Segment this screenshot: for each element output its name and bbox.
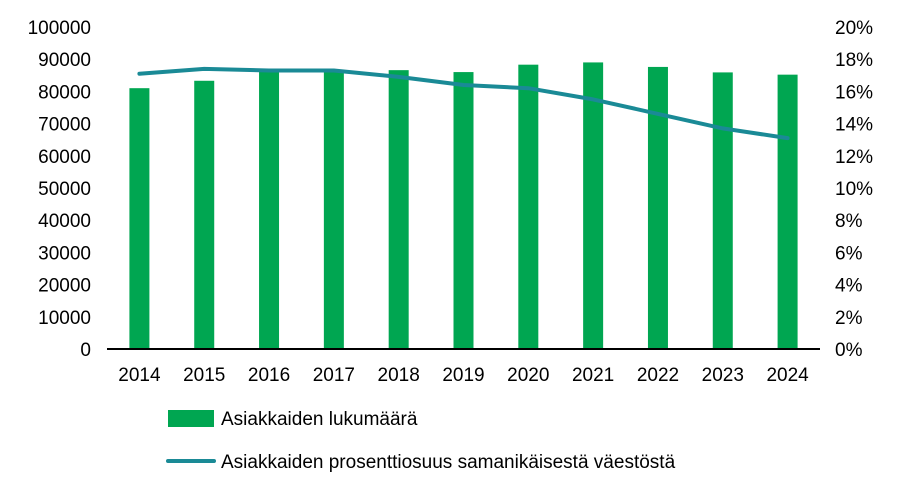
left-tick-label: 30000 — [38, 243, 91, 264]
left-tick-label: 80000 — [38, 82, 91, 103]
right-tick-label: 4% — [835, 276, 863, 297]
legend-bar-swatch — [168, 410, 214, 427]
bar-2020 — [518, 64, 539, 349]
legend: Asiakkaiden lukumäärä Asiakkaiden prosen… — [166, 409, 676, 473]
line-series-percentage — [137, 66, 790, 141]
left-tick-label: 10000 — [38, 308, 91, 329]
x-tick-label: 2021 — [572, 365, 614, 386]
x-tick-label: 2019 — [442, 365, 484, 386]
right-tick-label: 8% — [835, 211, 863, 232]
bar-2017 — [323, 69, 344, 350]
bar-2023 — [712, 72, 733, 349]
legend-bar-label: Asiakkaiden lukumäärä — [221, 409, 418, 430]
left-tick-label: 50000 — [38, 179, 91, 200]
bar-2015 — [194, 80, 215, 350]
x-tick-label: 2018 — [378, 365, 420, 386]
x-tick-label: 2022 — [637, 365, 679, 386]
right-tick-label: 6% — [835, 243, 863, 264]
right-tick-label: 16% — [835, 82, 873, 103]
left-tick-label: 70000 — [38, 115, 91, 136]
right-tick-label: 18% — [835, 50, 873, 71]
left-tick-label: 60000 — [38, 147, 91, 168]
x-tick-label: 2020 — [507, 365, 549, 386]
left-tick-label: 20000 — [38, 276, 91, 297]
right-tick-label: 10% — [835, 179, 873, 200]
bar-series-group — [129, 62, 798, 350]
right-tick-label: 14% — [835, 115, 873, 136]
left-axis-tick-labels: 0 10000 20000 30000 40000 50000 60000 70000 8000… — [28, 18, 91, 361]
x-tick-label: 2015 — [183, 365, 225, 386]
bar-2024 — [777, 74, 798, 349]
right-tick-label: 0% — [835, 340, 863, 361]
right-axis-tick-labels: 0% 2% 4% 6% 8% 10% 12% 14% 16% 18% 20% — [835, 18, 873, 361]
left-tick-label: 40000 — [38, 211, 91, 232]
bar-2018 — [388, 70, 409, 349]
right-tick-label: 2% — [835, 308, 863, 329]
x-axis-tick-labels: 2014 2015 2016 2017 2018 2019 2020 2021 2022 2023… — [118, 365, 809, 386]
x-tick-label: 2017 — [313, 365, 355, 386]
bar-2019 — [453, 72, 474, 349]
x-tick-label: 2023 — [702, 365, 744, 386]
x-tick-label: 2014 — [118, 365, 161, 386]
x-tick-label: 2016 — [248, 365, 290, 386]
right-tick-label: 12% — [835, 147, 873, 168]
left-tick-label: 100000 — [28, 18, 91, 39]
left-tick-label: 0 — [80, 340, 91, 361]
bar-2016 — [259, 69, 280, 350]
bar-2014 — [129, 88, 150, 350]
legend-line-label: Asiakkaiden prosenttiosuus samanikäisest… — [221, 452, 676, 473]
bar-2022 — [647, 66, 668, 349]
x-tick-label: 2024 — [766, 365, 809, 386]
bar-2021 — [583, 62, 604, 350]
left-tick-label: 90000 — [38, 50, 91, 71]
right-tick-label: 20% — [835, 18, 873, 39]
